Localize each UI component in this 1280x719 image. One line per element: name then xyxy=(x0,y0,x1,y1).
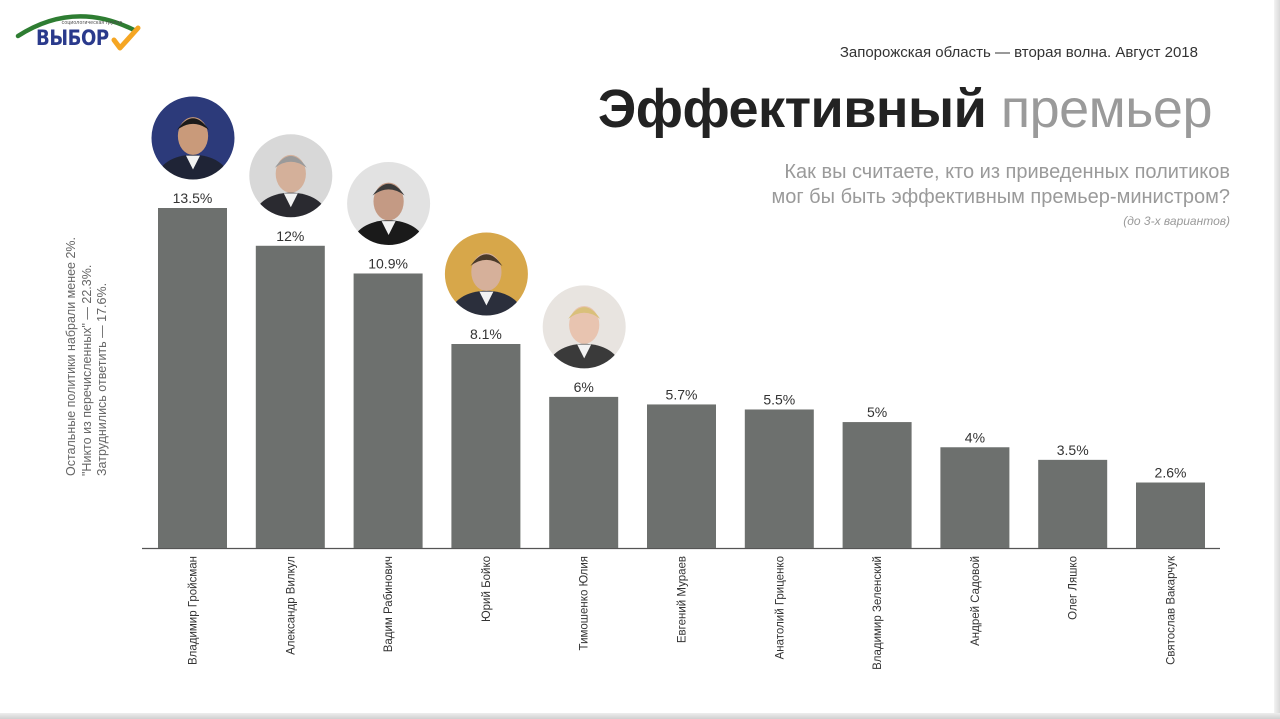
vybor-logo: социологическая группа ВЫБОР xyxy=(14,6,144,54)
question-line-1: Как вы считаете, кто из приведенных поли… xyxy=(784,161,1230,183)
candidate-photo-avatar xyxy=(541,284,627,370)
question-line-2: мог бы быть эффективным премьер-министро… xyxy=(771,186,1230,208)
bar-value-label: 5.7% xyxy=(666,386,698,402)
answer-note: (до 3-х вариантов) xyxy=(1123,214,1230,228)
logo-arc-icon xyxy=(15,14,141,51)
category-label: Юрий Бойко xyxy=(481,556,493,622)
category-label: Владимир Гройсман xyxy=(188,556,200,665)
bar-value-label: 10.9% xyxy=(368,255,408,271)
candidate-photo-avatar xyxy=(346,160,432,246)
bar xyxy=(1136,482,1205,548)
category-label: Владимир Зеленский xyxy=(872,556,884,670)
bar-value-label: 3.5% xyxy=(1057,442,1089,458)
bar-value-label: 5% xyxy=(867,404,887,420)
category-label: Святослав Вакарчук xyxy=(1166,555,1178,665)
survey-wave: Запорожская область — вторая волна. Авгу… xyxy=(839,44,1198,61)
bar xyxy=(451,344,521,548)
candidate-photo-avatar xyxy=(248,133,334,219)
category-label: Андрей Садовой xyxy=(970,556,982,646)
page-title: Эффективный премьер xyxy=(597,78,1213,140)
bar-value-label: 4% xyxy=(965,429,985,445)
bar xyxy=(940,447,1010,548)
bar-value-label: 12% xyxy=(276,228,304,244)
bar xyxy=(353,273,423,548)
bar xyxy=(842,422,912,548)
bar xyxy=(744,409,814,548)
bar xyxy=(158,208,227,548)
bar xyxy=(647,404,716,548)
bar-value-label: 6% xyxy=(574,379,594,395)
logo-word: ВЫБОР xyxy=(36,26,109,50)
category-label: Александр Вилкул xyxy=(285,556,297,655)
category-label: Евгений Мураев xyxy=(677,556,689,643)
category-label: Тимошенко Юлия xyxy=(579,556,591,650)
candidate-photo-avatar xyxy=(443,231,529,317)
category-label: Анатолий Гриценко xyxy=(774,556,786,659)
title-bold: Эффективный xyxy=(597,79,987,139)
bar-value-label: 5.5% xyxy=(763,391,795,407)
bar-value-label: 13.5% xyxy=(173,190,213,206)
survey-question: Как вы считаете, кто из приведенных поли… xyxy=(771,160,1230,210)
title-light: премьер xyxy=(1000,79,1213,139)
bar xyxy=(549,396,619,548)
category-label: Вадим Рабинович xyxy=(383,556,395,652)
logo-tagline: социологическая группа xyxy=(61,20,123,26)
bar xyxy=(1038,459,1108,548)
bar-value-label: 2.6% xyxy=(1155,465,1187,481)
bar-value-label: 8.1% xyxy=(470,326,502,342)
check-icon xyxy=(111,25,141,51)
bar xyxy=(255,245,325,548)
candidate-photo-avatar xyxy=(150,95,236,181)
page-edge-bottom xyxy=(0,713,1280,719)
category-label: Олег Ляшко xyxy=(1068,556,1080,620)
page-edge-right xyxy=(1274,0,1280,719)
